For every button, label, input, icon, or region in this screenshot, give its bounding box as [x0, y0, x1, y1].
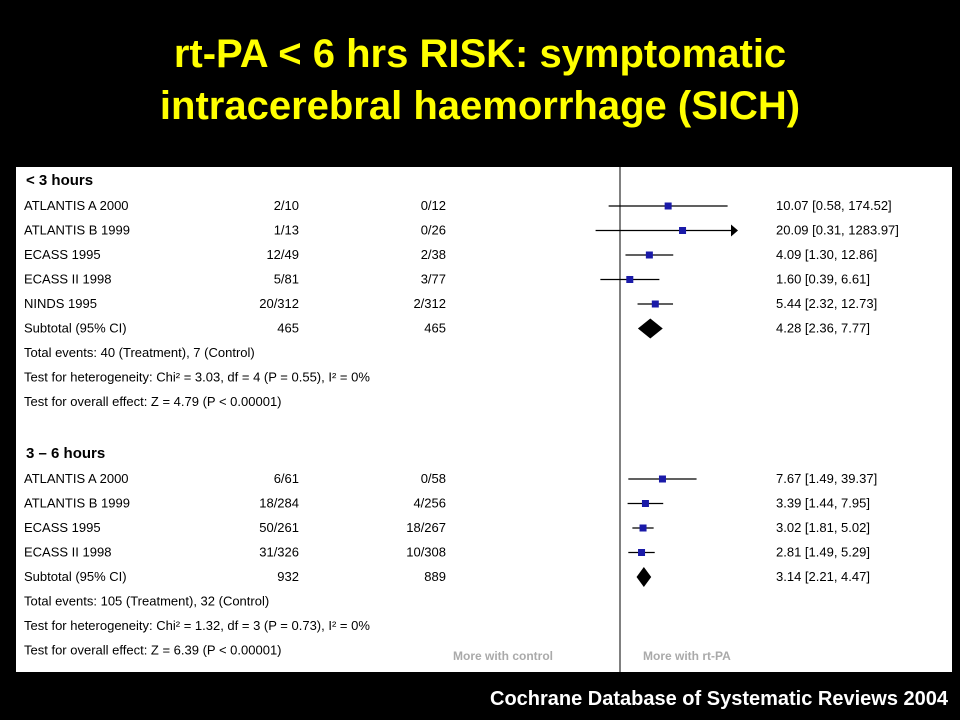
study-label: ATLANTIS A 2000 [24, 471, 129, 486]
odds-ratio-ci: 5.44 [2.32, 12.73] [776, 296, 877, 311]
treatment-events: 50/261 [259, 520, 299, 535]
study-label: ECASS 1995 [24, 247, 101, 262]
slide-title: rt-PA < 6 hrs RISK: symptomatic intracer… [0, 28, 960, 132]
subtotal-odds-ratio-ci: 4.28 [2.36, 7.77] [776, 321, 870, 336]
group-heading: 3 – 6 hours [26, 445, 105, 462]
summary-note: Test for overall effect: Z = 4.79 (P < 0… [24, 394, 282, 409]
point-estimate [664, 202, 672, 210]
control-events: 0/12 [421, 198, 446, 213]
odds-ratio-ci: 20.09 [0.31, 1283.97] [776, 223, 899, 238]
study-label: ECASS 1995 [24, 520, 101, 535]
summary-note: Test for heterogeneity: Chi² = 1.32, df … [24, 618, 370, 633]
study-label: ECASS II 1998 [24, 272, 111, 287]
control-events: 2/38 [421, 247, 446, 262]
point-estimate [638, 549, 646, 556]
summary-note: Total events: 40 (Treatment), 7 (Control… [24, 345, 255, 360]
treatment-events: 6/61 [274, 471, 299, 486]
axis-label-left: More with control [453, 649, 553, 663]
subtotal-label: Subtotal (95% CI) [24, 569, 127, 584]
point-estimate [651, 300, 659, 308]
point-estimate [626, 276, 634, 283]
control-events: 18/267 [406, 520, 446, 535]
odds-ratio-ci: 4.09 [1.30, 12.86] [776, 247, 877, 262]
control-events: 2/312 [413, 296, 446, 311]
summary-note: Test for heterogeneity: Chi² = 3.03, df … [24, 370, 370, 385]
control-events: 3/77 [421, 272, 446, 287]
subtotal-label: Subtotal (95% CI) [24, 321, 127, 336]
odds-ratio-ci: 3.02 [1.81, 5.02] [776, 520, 870, 535]
odds-ratio-ci: 1.60 [0.39, 6.61] [776, 272, 870, 287]
treatment-events: 1/13 [274, 223, 299, 238]
subtotal-control: 889 [424, 569, 446, 584]
study-label: ATLANTIS B 1999 [24, 496, 130, 511]
study-label: ECASS II 1998 [24, 545, 111, 560]
summary-note: Test for overall effect: Z = 6.39 (P < 0… [24, 643, 282, 658]
ci-arrow [731, 224, 738, 237]
summary-note: Total events: 105 (Treatment), 32 (Contr… [24, 594, 269, 609]
subtotal-control: 465 [424, 321, 446, 336]
point-estimate [639, 524, 647, 532]
source-citation: Cochrane Database of Systematic Reviews … [490, 688, 948, 710]
odds-ratio-ci: 3.39 [1.44, 7.95] [776, 496, 870, 511]
forest-plot-panel: < 3 hours ATLANTIS A 2000 2/10 0/12 10.07 [0… [16, 167, 952, 672]
treatment-events: 2/10 [274, 198, 299, 213]
control-events: 0/58 [421, 471, 446, 486]
subtotal-treatment: 465 [277, 321, 299, 336]
treatment-events: 18/284 [259, 496, 299, 511]
odds-ratio-ci: 7.67 [1.49, 39.37] [776, 471, 877, 486]
point-estimate [679, 227, 687, 234]
odds-ratio-ci: 2.81 [1.49, 5.29] [776, 545, 870, 560]
treatment-events: 31/326 [259, 545, 299, 560]
study-label: NINDS 1995 [24, 296, 97, 311]
subtotal-diamond [636, 567, 652, 587]
forest-plot: < 3 hours ATLANTIS A 2000 2/10 0/12 10.07 [0… [24, 167, 899, 672]
subtotal-treatment: 932 [277, 569, 299, 584]
point-estimate [645, 251, 653, 259]
treatment-events: 20/312 [259, 296, 299, 311]
odds-ratio-ci: 10.07 [0.58, 174.52] [776, 198, 892, 213]
subtotal-diamond [637, 318, 663, 339]
subtotal-odds-ratio-ci: 3.14 [2.21, 4.47] [776, 569, 870, 584]
treatment-events: 12/49 [266, 247, 299, 262]
group-heading: < 3 hours [26, 172, 93, 189]
study-label: ATLANTIS A 2000 [24, 198, 129, 213]
study-label: ATLANTIS B 1999 [24, 223, 130, 238]
control-events: 0/26 [421, 223, 446, 238]
axis-label-right: More with rt-PA [643, 649, 731, 663]
title-line-1: rt-PA < 6 hrs RISK: symptomatic [173, 32, 787, 76]
control-events: 10/308 [406, 545, 446, 560]
point-estimate [658, 475, 666, 483]
point-estimate [641, 500, 649, 507]
control-events: 4/256 [413, 496, 446, 511]
treatment-events: 5/81 [274, 272, 299, 287]
title-line-2: intracerebral haemorrhage (SICH) [159, 84, 801, 128]
